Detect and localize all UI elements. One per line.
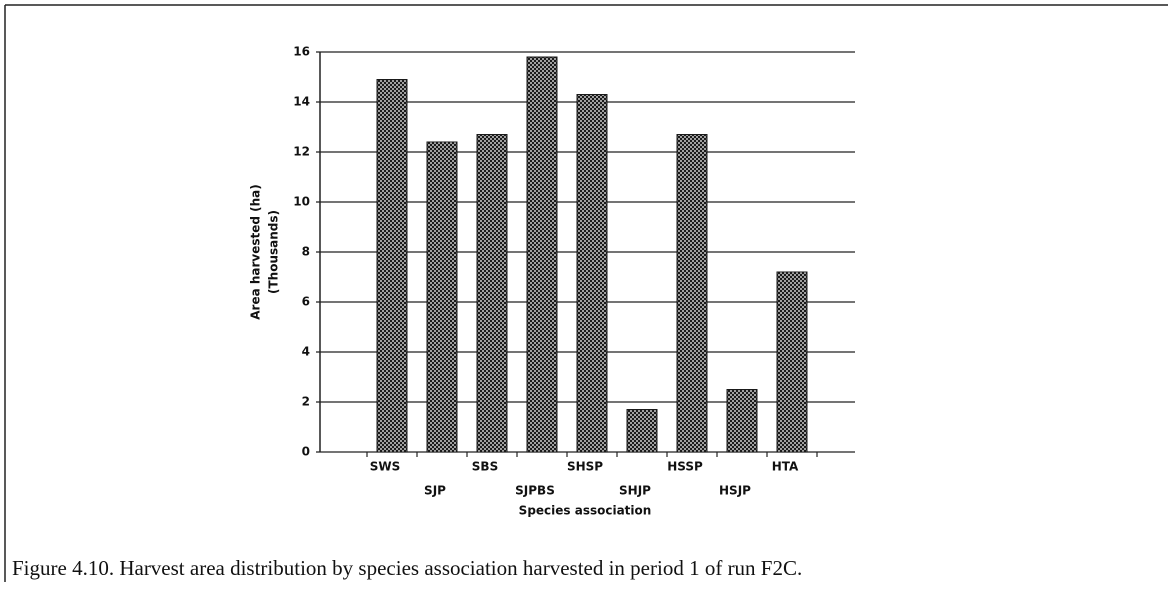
y-tick-label: 16	[293, 45, 310, 59]
x-tick-label: SHJP	[619, 484, 651, 498]
bar	[526, 56, 558, 453]
y-axis-label: Area harvested (ha)	[249, 184, 263, 320]
x-tick-label: SWS	[370, 460, 401, 474]
x-tick-label: HTA	[772, 460, 799, 474]
x-tick-label: HSSP	[667, 460, 703, 474]
bar	[376, 79, 408, 453]
y-tick-label: 14	[293, 95, 310, 109]
x-tick-label: SJP	[424, 484, 446, 498]
bar	[576, 94, 608, 453]
x-axis-label: Species association	[519, 504, 652, 518]
bar	[426, 141, 458, 453]
bar	[476, 134, 508, 453]
bar	[676, 134, 708, 453]
x-tick-label: SJPBS	[515, 484, 555, 498]
x-tick-label: SHSP	[567, 460, 603, 474]
x-tick-label: SBS	[472, 460, 498, 474]
bar	[626, 409, 658, 453]
caption: Figure 4.10. Harvest area distribution b…	[12, 556, 802, 580]
y-tick-label: 2	[302, 395, 310, 409]
y-tick-label: 12	[293, 145, 310, 159]
y-tick-label: 0	[302, 445, 310, 459]
y-tick-label: 4	[302, 345, 310, 359]
bar	[726, 389, 758, 453]
x-tick-label: HSJP	[719, 484, 751, 498]
y-tick-label: 8	[302, 245, 310, 259]
y-tick-label: 6	[302, 295, 310, 309]
y-tick-label: 10	[293, 195, 310, 209]
bar	[776, 271, 808, 453]
y-axis-label: (Thousands)	[267, 210, 281, 294]
